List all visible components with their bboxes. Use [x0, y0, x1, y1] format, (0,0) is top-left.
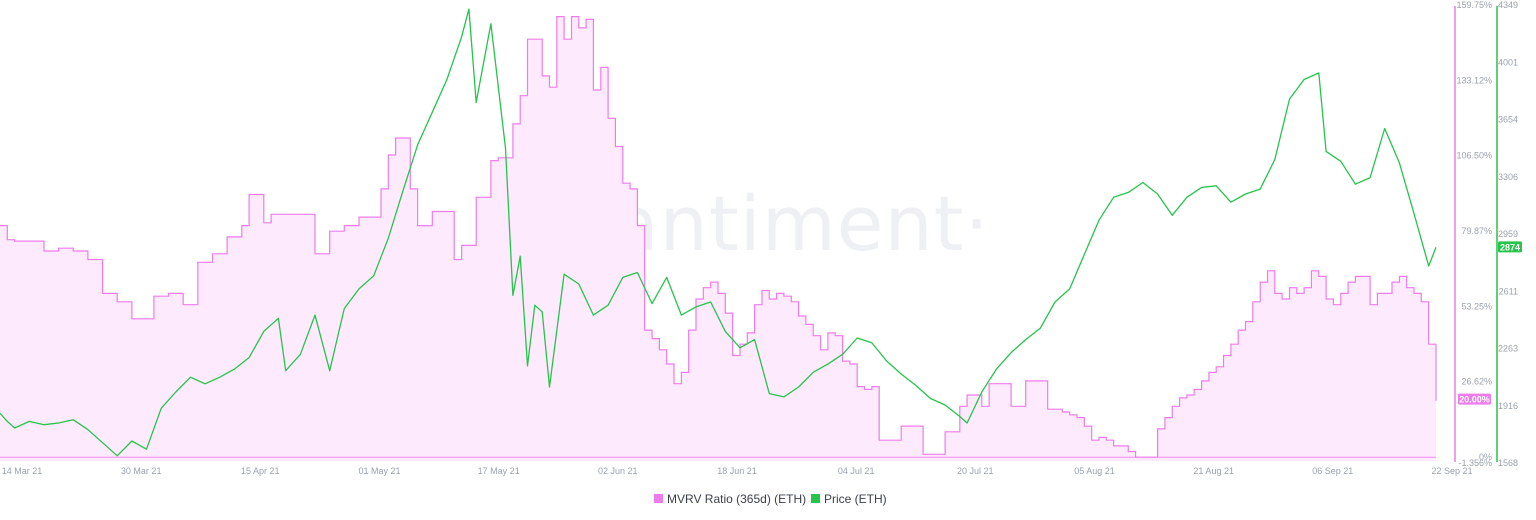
- x-axis-ticks: 14 Mar 21 30 Mar 21 15 Apr 21 01 May 21 17 M…: [2, 466, 1473, 476]
- price-tick-label: 4001: [1498, 57, 1518, 67]
- mvrv-area: [0, 16, 1436, 461]
- svg-text:20.00%: 20.00%: [1459, 395, 1490, 405]
- legend-swatch-mvrv: [654, 494, 663, 503]
- mvrv-last-value-badge: 20.00%: [1458, 393, 1491, 405]
- svg-text:2874: 2874: [1500, 242, 1520, 252]
- price-tick-label: 3654: [1498, 115, 1518, 125]
- legend: MVRV Ratio (365d) (ETH) Price (ETH): [654, 492, 887, 506]
- price-tick-label: 2959: [1498, 229, 1518, 239]
- price-axis-ticks: 4349 4001 3654 3306 2959 2611 2263 1916 1568: [1498, 0, 1518, 468]
- mvrv-tick-label: 79.87%: [1461, 226, 1492, 236]
- x-tick-label: 06 Sep 21: [1312, 466, 1353, 476]
- legend-swatch-price: [811, 494, 820, 503]
- x-tick-label: 22 Sep 21: [1431, 466, 1472, 476]
- price-line: [0, 8, 1437, 457]
- x-tick-label: 14 Mar 21: [2, 466, 43, 476]
- mvrv-tick-label: 159.75%: [1456, 0, 1492, 10]
- x-tick-label: 05 Aug 21: [1074, 466, 1115, 476]
- x-tick-label: 01 May 21: [358, 466, 400, 476]
- price-tick-label: 1916: [1498, 401, 1518, 411]
- x-tick-label: 20 Jul 21: [957, 466, 994, 476]
- price-last-value-badge: 2874: [1498, 241, 1522, 253]
- legend-label-mvrv: MVRV Ratio (365d) (ETH): [667, 492, 806, 506]
- x-tick-label: 02 Jun 21: [598, 466, 638, 476]
- x-tick-label: 18 Jun 21: [717, 466, 757, 476]
- mvrv-tick-label: 26.62%: [1461, 377, 1492, 387]
- price-tick-label: 2611: [1499, 286, 1518, 296]
- x-tick-label: 15 Apr 21: [241, 466, 280, 476]
- mvrv-tick-label: 133.12%: [1456, 75, 1492, 85]
- x-tick-label: 21 Aug 21: [1193, 466, 1234, 476]
- legend-item-mvrv[interactable]: MVRV Ratio (365d) (ETH): [654, 492, 806, 506]
- x-tick-label: 04 Jul 21: [838, 466, 875, 476]
- legend-item-price[interactable]: Price (ETH): [811, 492, 887, 506]
- x-tick-label: 30 Mar 21: [121, 466, 162, 476]
- price-tick-label: 4349: [1498, 0, 1518, 10]
- mvrv-tick-label: 53.25%: [1461, 301, 1492, 311]
- price-tick-label: 3306: [1498, 172, 1518, 182]
- price-tick-label: 2263: [1498, 344, 1518, 354]
- legend-label-price: Price (ETH): [824, 492, 887, 506]
- x-tick-label: 17 May 21: [478, 466, 520, 476]
- mvrv-tick-label: 0%: [1479, 452, 1492, 462]
- mvrv-tick-label: -1.356%: [1458, 458, 1492, 468]
- mvrv-tick-label: 106.50%: [1456, 151, 1492, 161]
- mvrv-line: [0, 16, 1437, 458]
- mvrv-axis-ticks: 159.75% 133.12% 106.50% 79.87% 53.25% 26.62% 0…: [1456, 0, 1492, 468]
- plot-area: [0, 8, 1437, 461]
- price-tick-label: 1568: [1498, 458, 1518, 468]
- last-value-badges: 20.00% 2874: [1458, 241, 1522, 405]
